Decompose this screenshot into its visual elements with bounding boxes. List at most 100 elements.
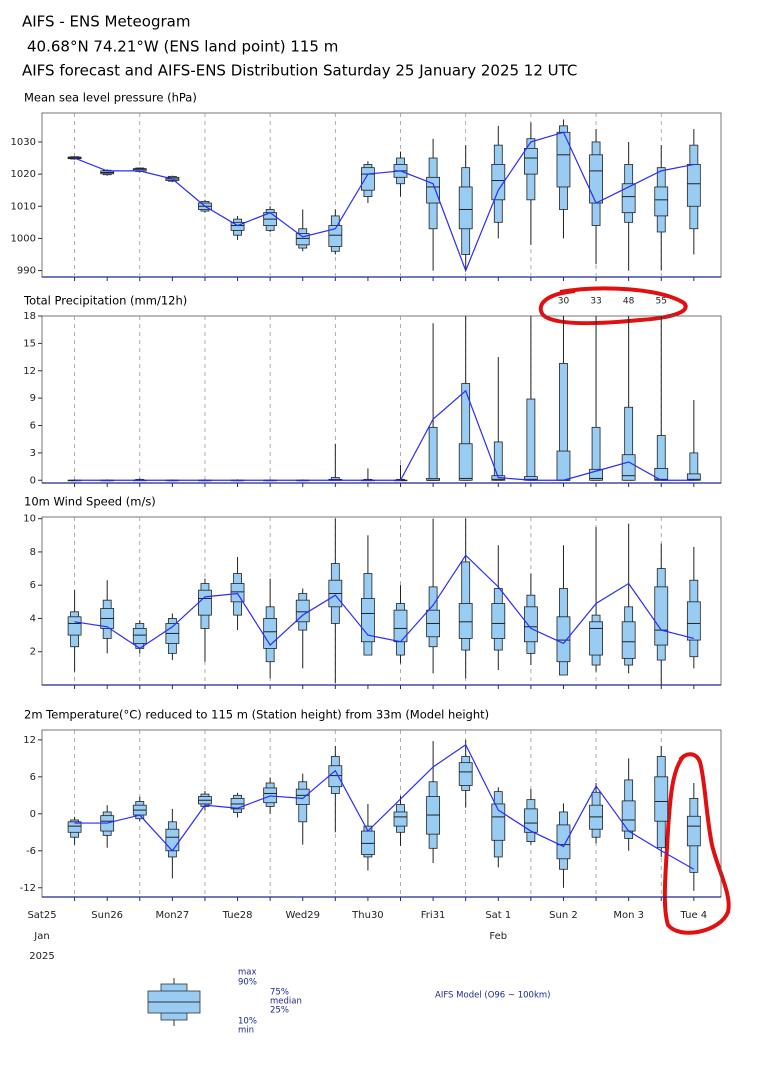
x-tick-label: Sat25 [27,910,56,921]
y-tick-label: 12 [23,735,36,746]
box-25-75 [458,443,473,481]
box-25-75 [328,765,343,788]
forecast-line [74,554,694,650]
box-10-90 [493,441,503,481]
y-tick-label: 6 [30,421,36,432]
x-tick-label: Wed29 [285,910,320,921]
annotation-circle [662,752,731,935]
run-info: AIFS forecast and AIFS-ENS Distribution … [22,62,577,80]
box-25-75 [589,154,603,204]
box-25-75 [556,450,571,481]
y-tick-label: 990 [17,266,36,277]
month-label: Feb [489,931,507,942]
box-10-90 [428,426,438,481]
y-tick-label: 10 [23,514,36,525]
y-tick-label: 6 [30,580,36,591]
overflow-label: 48 [623,297,635,307]
box-10-90 [526,398,536,481]
legend-p90: 90% [238,978,257,988]
panel-title: 10m Wind Speed (m/s) [24,495,156,509]
box-25-75 [328,225,343,247]
y-tick-label: 1010 [11,201,36,212]
legend-glyph [147,978,201,1026]
box-25-75 [361,167,375,191]
box-25-75 [491,603,506,639]
plot-area [67,119,701,273]
box-25-75 [654,776,669,822]
panel-frame [41,112,722,278]
box-25-75 [458,186,473,230]
box-25-75 [523,606,538,643]
x-tick-label: Fri31 [421,910,446,921]
box-25-75 [458,762,473,786]
box-25-75 [621,183,636,214]
box-25-75 [393,811,408,827]
box-25-75 [491,803,506,841]
box-25-75 [654,467,669,481]
box-25-75 [263,787,278,804]
y-tick-label: 1030 [11,137,36,148]
box-25-75 [556,616,571,663]
overflow-label: 55 [656,297,667,307]
box-25-75 [589,621,603,656]
annotation-circle [538,286,688,326]
box-25-75 [621,800,636,832]
title: AIFS - ENS Meteogram [22,13,190,31]
box-25-75 [230,583,245,603]
box-25-75 [589,468,603,481]
panel-title: Total Precipitation (mm/12h) [23,294,187,308]
y-tick-label: 3 [30,448,36,459]
box-25-75 [263,618,278,649]
overflow-label: 33 [590,297,601,307]
plot-area [67,739,701,891]
panel-frame [41,516,722,686]
legend-median: median [270,997,302,1007]
box-25-75 [426,176,441,204]
x-tick-label: Sun 2 [549,910,578,921]
box-25-75 [165,828,180,852]
y-tick-label: 1020 [11,169,36,180]
legend-max: max [238,968,257,978]
y-tick-label: 2 [30,647,36,658]
box-25-75 [523,147,538,175]
box-25-75 [491,164,506,201]
y-tick-label: 12 [23,366,36,377]
y-tick-label: 8 [30,547,36,558]
panel-title: 2m Temperature(°C) reduced to 115 m (Sta… [24,708,489,722]
box-25-75 [132,628,147,644]
y-tick-label: -12 [20,883,36,894]
y-tick-label: 15 [23,338,36,349]
y-tick-label: 18 [23,311,36,322]
overflow-label: 30 [558,297,570,307]
box-25-75 [686,164,701,207]
plot-area [67,316,701,482]
box-25-75 [654,586,669,646]
plot-area [67,518,701,685]
legend-min: min [238,1026,254,1036]
legend-p25: 25% [270,1006,289,1016]
box-25-75 [67,616,82,636]
y-tick-label: 0 [30,475,36,486]
box-25-75 [295,788,310,805]
y-tick-label: 6 [30,772,36,783]
y-tick-label: -6 [26,846,36,857]
x-tick-label: Mon 3 [613,910,644,921]
box-25-75 [556,824,571,860]
x-tick-label: Tue28 [222,910,253,921]
y-tick-label: 9 [30,393,36,404]
box-25-75 [686,815,701,847]
year-label: 2025 [29,951,54,962]
box-25-75 [654,186,669,217]
forecast-line [74,389,694,481]
legend-p75: 75% [270,988,289,998]
panel-title: Mean sea level pressure (hPa) [24,91,197,105]
y-tick-label: 4 [30,613,36,624]
y-tick-label: 0 [30,809,36,820]
box-25-75 [523,808,538,833]
model-label: AIFS Model (O96 ~ 100km) [435,991,550,1001]
forecast-line [74,131,694,273]
x-tick-label: Mon27 [155,910,189,921]
location: 40.68°N 74.21°W (ENS land point) 115 m [27,38,338,56]
x-tick-label: Thu30 [351,910,384,921]
